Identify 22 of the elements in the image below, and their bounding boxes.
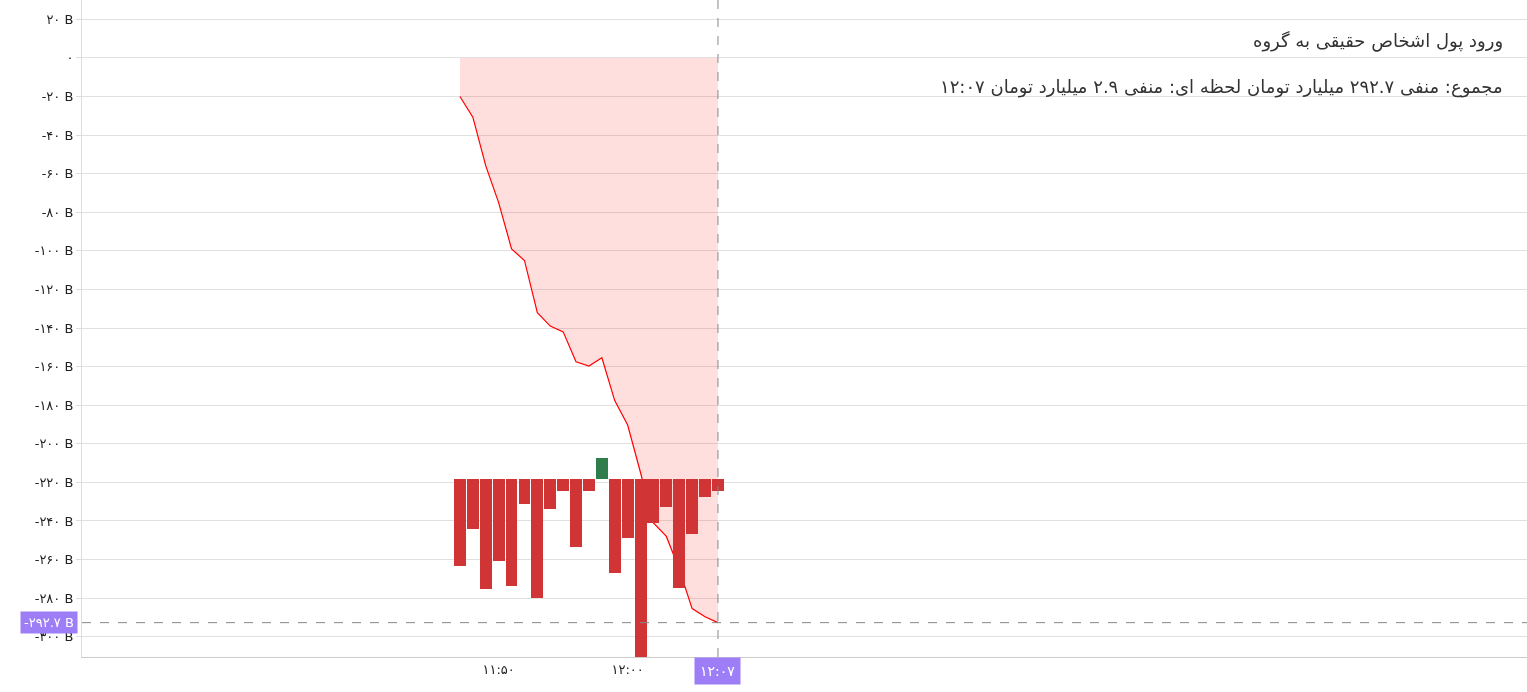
y-tick-label: -۱۰۰ B — [34, 243, 74, 259]
y-tick-label: -۲۰ B — [41, 89, 74, 105]
y-tick-label: -۲۸۰ B — [34, 590, 74, 606]
y-tick-label: -۸۰ B — [41, 204, 74, 220]
x-tick-label: ۱۲:۰۰ — [611, 661, 644, 677]
ref-line-label: ۱۲:۰۷ — [700, 663, 736, 679]
y-tick-label: -۲۶۰ B — [34, 552, 74, 568]
y-tick-label: -۲۰۰ B — [34, 436, 74, 452]
y-tick-label: -۱۲۰ B — [34, 281, 74, 297]
y-tick-label: -۱۸۰ B — [34, 397, 74, 413]
y-tick-label: ۰ — [66, 50, 74, 66]
y-tick-label: -۲۴۰ B — [34, 513, 74, 529]
y-tick-label: -۴۰ B — [41, 127, 74, 143]
y-tick-label: -۱۴۰ B — [34, 320, 74, 336]
text: ۱۲:۰۷ مجموع: منفی ۲۹۲.۷ میلیارد تومان لحظه ای: منفی ۲.۹ میلیارد تومان — [940, 76, 1503, 98]
x-tick-label: ۱۱:۵۰ — [482, 661, 515, 677]
text: ورود پول اشخاص حقیقی به گروه — [1253, 30, 1504, 52]
ref-line-label: -۲۹۲.۷ B — [24, 615, 74, 630]
y-tick-label: ۲۰ B — [46, 11, 74, 27]
y-tick-label: -۶۰ B — [41, 166, 74, 182]
y-tick-label: -۲۲۰ B — [34, 474, 74, 490]
y-tick-label: -۱۶۰ B — [34, 359, 74, 375]
